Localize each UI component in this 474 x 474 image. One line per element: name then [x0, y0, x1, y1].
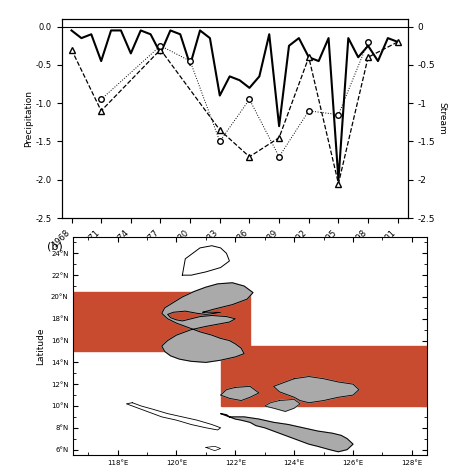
- Text: (b): (b): [47, 242, 63, 252]
- Polygon shape: [273, 376, 359, 403]
- Y-axis label: Latitude: Latitude: [36, 327, 46, 365]
- Polygon shape: [220, 414, 353, 452]
- X-axis label: Year: Year: [221, 255, 248, 264]
- Polygon shape: [162, 283, 253, 362]
- Y-axis label: Stream: Stream: [437, 102, 446, 135]
- Bar: [73, 292, 250, 352]
- Y-axis label: Precipitation: Precipitation: [24, 90, 33, 147]
- Polygon shape: [265, 400, 300, 411]
- Polygon shape: [220, 386, 259, 401]
- Bar: [220, 346, 427, 406]
